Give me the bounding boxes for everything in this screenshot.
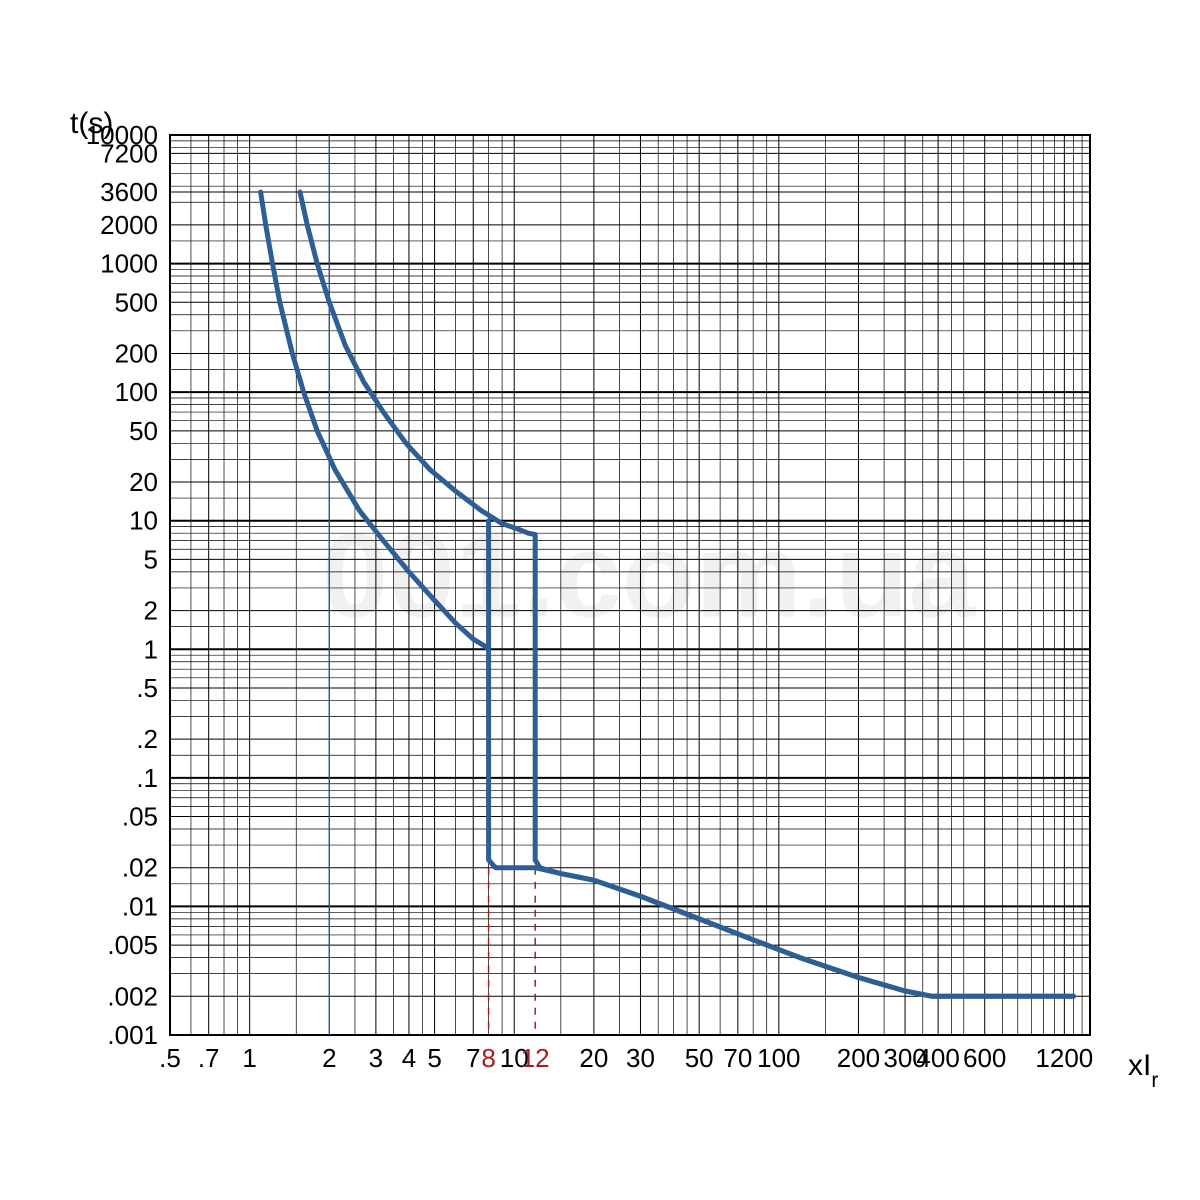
chart-container: 001.com.ua.001.002.005.01.02.05.1.2.5125… [0,0,1200,1200]
y-tick-label: .02 [122,853,158,883]
x-tick-label: 400 [916,1043,959,1073]
y-tick-label: 1 [144,634,158,664]
x-tick-label: 70 [723,1043,752,1073]
x-tick-label: 100 [757,1043,800,1073]
y-tick-label: .2 [136,724,158,754]
x-tick-label: 600 [963,1043,1006,1073]
x-tick-label: 50 [685,1043,714,1073]
y-tick-label: 10 [129,506,158,536]
x-tick-label-special: 12 [521,1043,550,1073]
watermark: 001.com.ua [322,509,977,643]
x-tick-label: 2 [322,1043,336,1073]
x-tick-label: 1200 [1035,1043,1093,1073]
x-tick-label: .7 [198,1043,220,1073]
y-axis-title: t(s) [70,107,113,140]
trip-curve-chart: 001.com.ua.001.002.005.01.02.05.1.2.5125… [0,0,1200,1200]
x-tick-label: 1 [242,1043,256,1073]
x-tick-label: .5 [159,1043,181,1073]
y-tick-label: 100 [115,377,158,407]
y-tick-label: 20 [129,467,158,497]
y-tick-label: 1000 [100,249,158,279]
y-tick-label: 2 [144,596,158,626]
x-tick-label: 3 [369,1043,383,1073]
y-tick-label: .5 [136,673,158,703]
x-tick-label: 5 [427,1043,441,1073]
y-tick-label: 200 [115,338,158,368]
y-tick-label: 3600 [100,177,158,207]
y-tick-label: 2000 [100,210,158,240]
x-tick-label: 20 [579,1043,608,1073]
y-tick-label: .05 [122,802,158,832]
y-tick-label: 50 [129,416,158,446]
y-tick-label: .001 [107,1020,158,1050]
x-tick-label: 30 [626,1043,655,1073]
y-tick-label: .1 [136,763,158,793]
y-tick-label: .005 [107,930,158,960]
x-tick-label: 7 [466,1043,480,1073]
x-tick-label-special: 8 [481,1043,495,1073]
x-tick-label: 4 [402,1043,416,1073]
y-tick-label: 500 [115,287,158,317]
y-tick-label: 5 [144,544,158,574]
y-tick-label: .01 [122,891,158,921]
x-tick-label: 200 [837,1043,880,1073]
y-tick-label: .002 [107,981,158,1011]
